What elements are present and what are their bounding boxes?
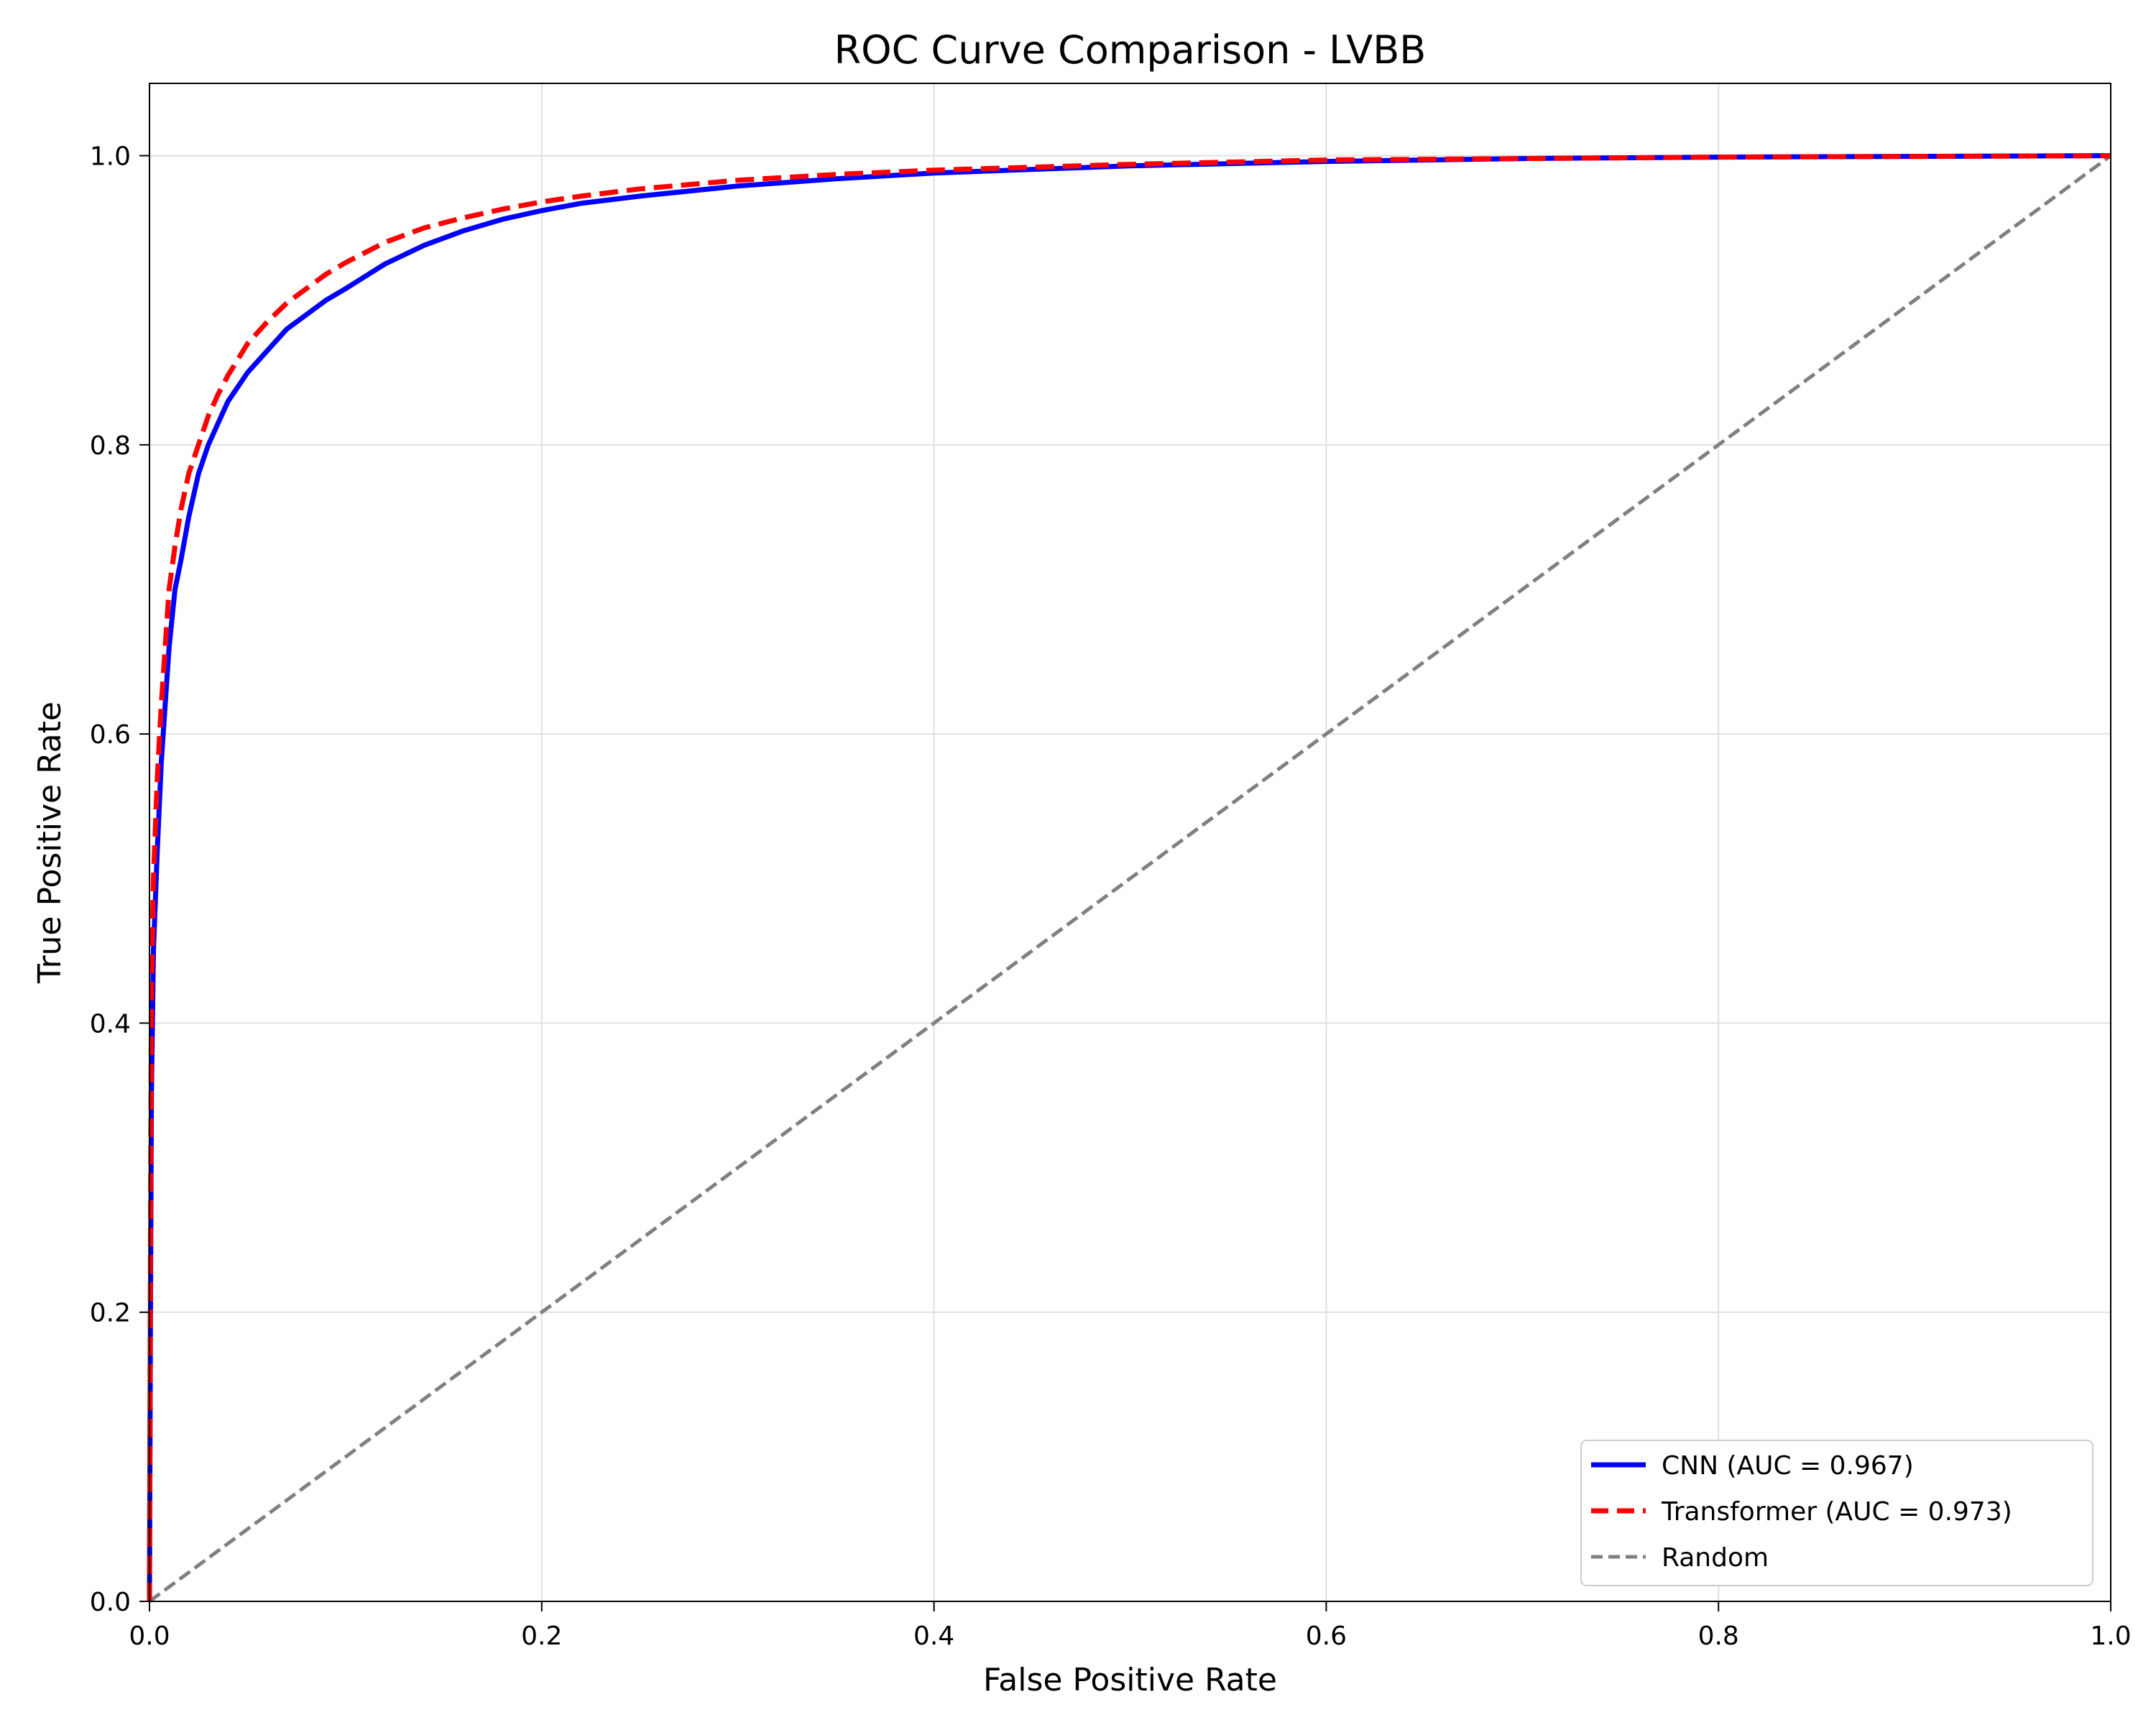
y-tick-label: 0.0 xyxy=(90,1588,131,1617)
legend-box xyxy=(1580,1440,2093,1586)
series-line-0 xyxy=(147,153,2111,1602)
legend-label-0: CNN (AUC = 0.967) xyxy=(1662,1451,1914,1481)
y-tick-label: 0.8 xyxy=(90,431,131,461)
series-lines xyxy=(147,153,2112,1604)
x-tick-label: 1.0 xyxy=(2090,1622,2131,1651)
y-tick-label: 0.4 xyxy=(90,1009,131,1039)
y-tick-label: 0.6 xyxy=(90,720,131,750)
axis-ticks: 0.0 0.2 0.4 0.6 0.8 1.0 0.0 0.2 0.4 0.6 0.8 1.0 xyxy=(90,142,2132,1651)
y-tick-label: 0.2 xyxy=(90,1299,131,1328)
x-tick-label: 0.4 xyxy=(913,1622,954,1651)
chart-title: ROC Curve Comparison - LVBB xyxy=(834,27,1427,73)
grid-lines xyxy=(149,83,2111,1602)
plot-frame xyxy=(149,83,2111,1602)
x-tick-label: 0.2 xyxy=(521,1622,562,1651)
legend-label-2: Random xyxy=(1662,1543,1769,1573)
y-axis-label: True Positive Rate xyxy=(32,702,68,984)
series-line-1 xyxy=(147,153,2111,1602)
y-tick-label: 1.0 xyxy=(90,142,131,172)
legend-label-1: Transformer (AUC = 0.973) xyxy=(1661,1497,2012,1527)
x-tick-label: 0.0 xyxy=(129,1622,170,1651)
x-tick-label: 0.8 xyxy=(1698,1622,1739,1651)
x-axis-label: False Positive Rate xyxy=(983,1662,1277,1698)
x-tick-label: 0.6 xyxy=(1306,1622,1347,1651)
series-line-2 xyxy=(148,154,2112,1604)
legend: CNN (AUC = 0.967) Transformer (AUC = 0.97… xyxy=(1580,1440,2093,1586)
